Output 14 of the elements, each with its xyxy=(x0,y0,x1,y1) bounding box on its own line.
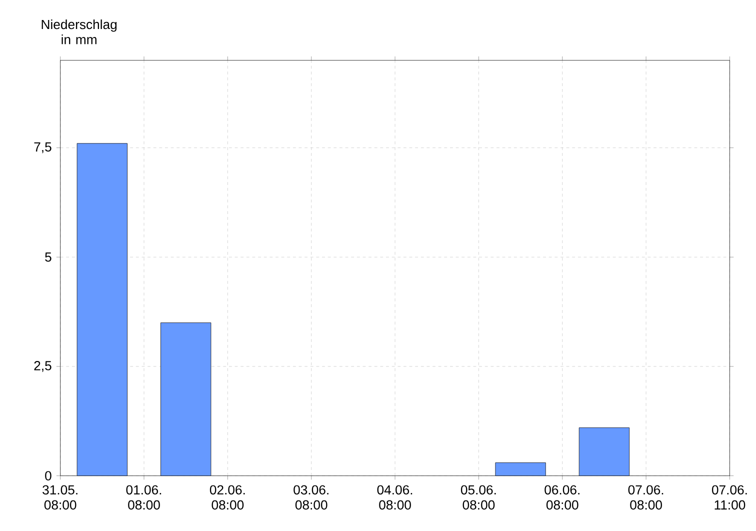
text: 01.06. 08:00 xyxy=(126,485,162,510)
text: 04.06. 08:00 xyxy=(377,485,412,510)
text: 31.05. 08:00 xyxy=(42,485,78,510)
text: 03.06. 08:00 xyxy=(294,485,328,510)
y-tick-label: 2,5 xyxy=(34,360,52,372)
text: 02.06. 08:00 xyxy=(210,485,245,510)
text: 07.06. 11:00 xyxy=(712,485,747,510)
y-tick-label: 5 xyxy=(45,252,52,262)
y-axis-title: Niederschlag in mm xyxy=(42,19,117,44)
y-tick-label: 7,5 xyxy=(34,142,52,154)
y-tick-label: 0 xyxy=(45,471,52,480)
text: 07.06. 08:00 xyxy=(628,485,664,510)
text: 05.06. 08:00 xyxy=(460,485,496,510)
text: 06.06. 08:00 xyxy=(544,485,580,510)
